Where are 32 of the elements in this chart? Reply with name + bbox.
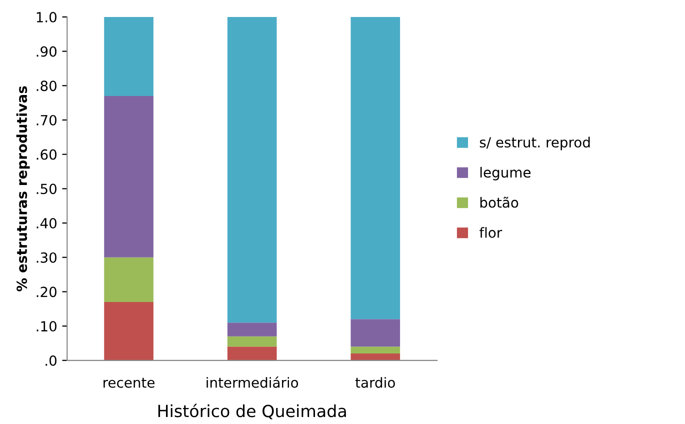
bar bbox=[227, 336, 277, 347]
y-axis-title: % estruturas reprodutivas bbox=[16, 86, 30, 292]
bar bbox=[104, 96, 154, 258]
legend-label: botão bbox=[480, 196, 518, 208]
y-tick-label: .0 bbox=[46, 355, 56, 366]
y-tick-label: 1.0 bbox=[36, 12, 56, 22]
x-axis-title: Histórico de Queimada bbox=[158, 404, 346, 420]
legend-label: flor bbox=[479, 227, 502, 238]
y-tick-label: .30 bbox=[36, 252, 56, 263]
y-tick-label: .10 bbox=[36, 321, 56, 332]
y-tick-label: .50 bbox=[36, 184, 56, 194]
bar bbox=[104, 257, 154, 302]
y-tick-label: .70 bbox=[36, 114, 56, 126]
bar bbox=[350, 346, 400, 354]
x-tick-label: tardio bbox=[355, 377, 395, 388]
bar bbox=[227, 322, 277, 336]
x-tick-label: recente bbox=[104, 378, 154, 388]
bar bbox=[350, 16, 400, 320]
bar bbox=[104, 302, 154, 360]
bar bbox=[104, 16, 154, 96]
y-tick-label: .90 bbox=[36, 46, 56, 57]
legend-label: s/ estrut. reprod bbox=[480, 136, 590, 150]
bar bbox=[350, 319, 400, 347]
y-tick-label: .40 bbox=[36, 218, 56, 228]
legend-label: legume bbox=[480, 166, 531, 180]
x-tick-label: intermediário bbox=[206, 376, 298, 388]
y-tick-label: .80 bbox=[36, 80, 56, 92]
y-tick-label: .20 bbox=[36, 286, 56, 298]
y-tick-label: .60 bbox=[36, 149, 56, 160]
bar bbox=[227, 16, 277, 323]
bar bbox=[227, 346, 277, 360]
bar bbox=[350, 354, 400, 360]
